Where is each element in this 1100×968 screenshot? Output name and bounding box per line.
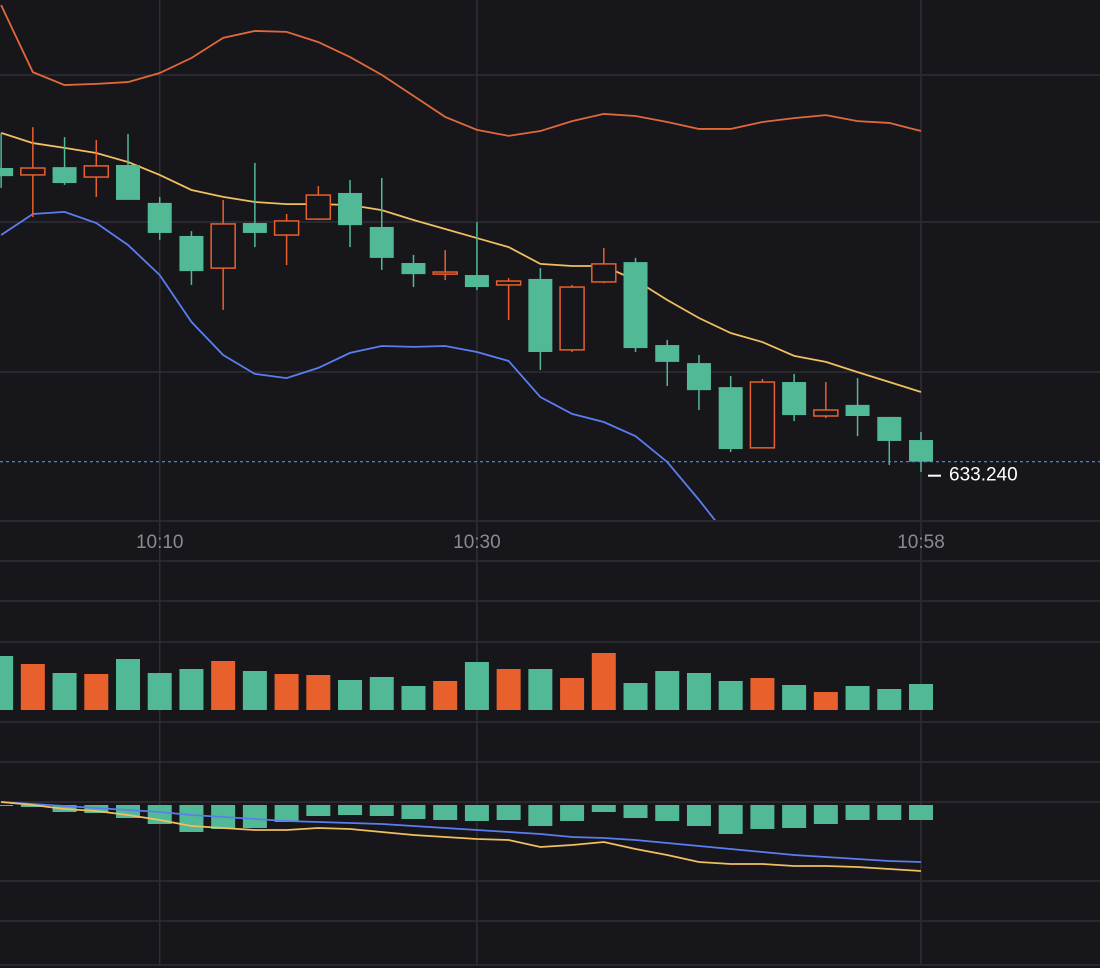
macd-bar [84, 805, 109, 813]
volume-bar [401, 686, 426, 710]
grid [0, 74, 1100, 966]
macd-bar [338, 805, 363, 815]
candle-body [83, 165, 110, 178]
candle-body [528, 278, 553, 352]
volume-bar [655, 671, 680, 710]
volume-bar [496, 669, 521, 710]
macd-bar [718, 805, 743, 834]
x-tick-label: 10:10 [136, 532, 184, 553]
candle-body [369, 226, 394, 258]
macd-bar [401, 805, 426, 819]
macd-bar [20, 805, 45, 807]
volume-bar [623, 683, 648, 710]
candle-body [813, 409, 839, 417]
candle-body [305, 194, 332, 220]
candle-body [559, 286, 585, 351]
volume-bar [909, 684, 933, 710]
line [0, 4, 922, 137]
candle-body [686, 363, 711, 391]
candle-body [147, 202, 172, 233]
candle-body [495, 280, 522, 286]
volume-bar [242, 671, 267, 710]
macd-bar [369, 805, 394, 816]
candle-body [20, 167, 46, 176]
line [1, 801, 922, 872]
volume-bar [686, 673, 711, 710]
macd-bar [782, 805, 807, 828]
volume-bar [274, 674, 299, 710]
volume-bar [179, 669, 204, 710]
macd-bar [591, 805, 616, 812]
volume-bar [84, 674, 109, 710]
plot: 10:10 10:30 10:58 633.240 [0, 4, 1100, 872]
volume-bar [20, 664, 45, 710]
volume-bar [306, 675, 331, 710]
volume-bar [560, 678, 585, 710]
macd-bar [0, 805, 14, 806]
candle-body [273, 220, 300, 236]
macd-bar [623, 805, 648, 818]
line [1, 801, 922, 863]
volume-bar [464, 662, 489, 710]
volume-bar [877, 689, 902, 710]
volume-bar [718, 681, 743, 710]
macd-bar [179, 805, 204, 832]
candle-body [179, 235, 204, 272]
macd-bar [242, 805, 267, 828]
macd-bar [496, 805, 521, 820]
macd-bar [464, 805, 489, 821]
candle-body [401, 263, 426, 275]
candle-body [0, 168, 14, 177]
volume-bar [782, 685, 807, 710]
price-label: 633.240 [949, 465, 1018, 486]
candle-body [782, 382, 807, 416]
candle-body [749, 381, 776, 449]
candle-body [52, 167, 77, 184]
macd-bar [655, 805, 680, 821]
candle-body [623, 262, 648, 349]
x-tick-label: 10:30 [453, 532, 501, 553]
line [0, 210, 716, 520]
volume-bar [528, 669, 553, 710]
x-tick-label: 10:58 [897, 532, 945, 553]
volume-bar [52, 673, 77, 710]
price-panel [0, 4, 933, 520]
candle-body [464, 275, 489, 288]
volume-bar [433, 681, 458, 710]
volume-bar [116, 659, 140, 710]
volume-bar [147, 673, 172, 710]
macd-bar [877, 805, 902, 820]
volume-bar [813, 692, 838, 710]
candle-body [718, 387, 743, 450]
macd-bar [274, 805, 299, 822]
volume-bar [591, 653, 616, 710]
macd-bar [306, 805, 331, 816]
line [0, 131, 922, 393]
volume-bar [211, 661, 236, 710]
candle-body [591, 263, 617, 283]
macd-bar [909, 805, 933, 820]
macd-bar [686, 805, 711, 826]
candle-body [655, 345, 680, 362]
macd-bar [528, 805, 553, 826]
candle-body [877, 416, 902, 441]
candle-body [909, 440, 933, 462]
macd-bar [750, 805, 775, 829]
candle-body [242, 223, 267, 233]
candle-body [338, 192, 363, 226]
macd-bar [813, 805, 838, 824]
volume-bar [845, 686, 870, 710]
candle-body [210, 223, 236, 269]
volume-bar [750, 678, 775, 710]
candle-body [432, 271, 458, 275]
macd-bar [560, 805, 585, 821]
macd-bar [845, 805, 870, 820]
volume-bar [0, 656, 14, 710]
macd-bar [433, 805, 458, 820]
candle-body [845, 404, 870, 416]
volume-bar [338, 680, 363, 710]
candle-body [116, 165, 140, 200]
volume-bar [369, 677, 394, 710]
